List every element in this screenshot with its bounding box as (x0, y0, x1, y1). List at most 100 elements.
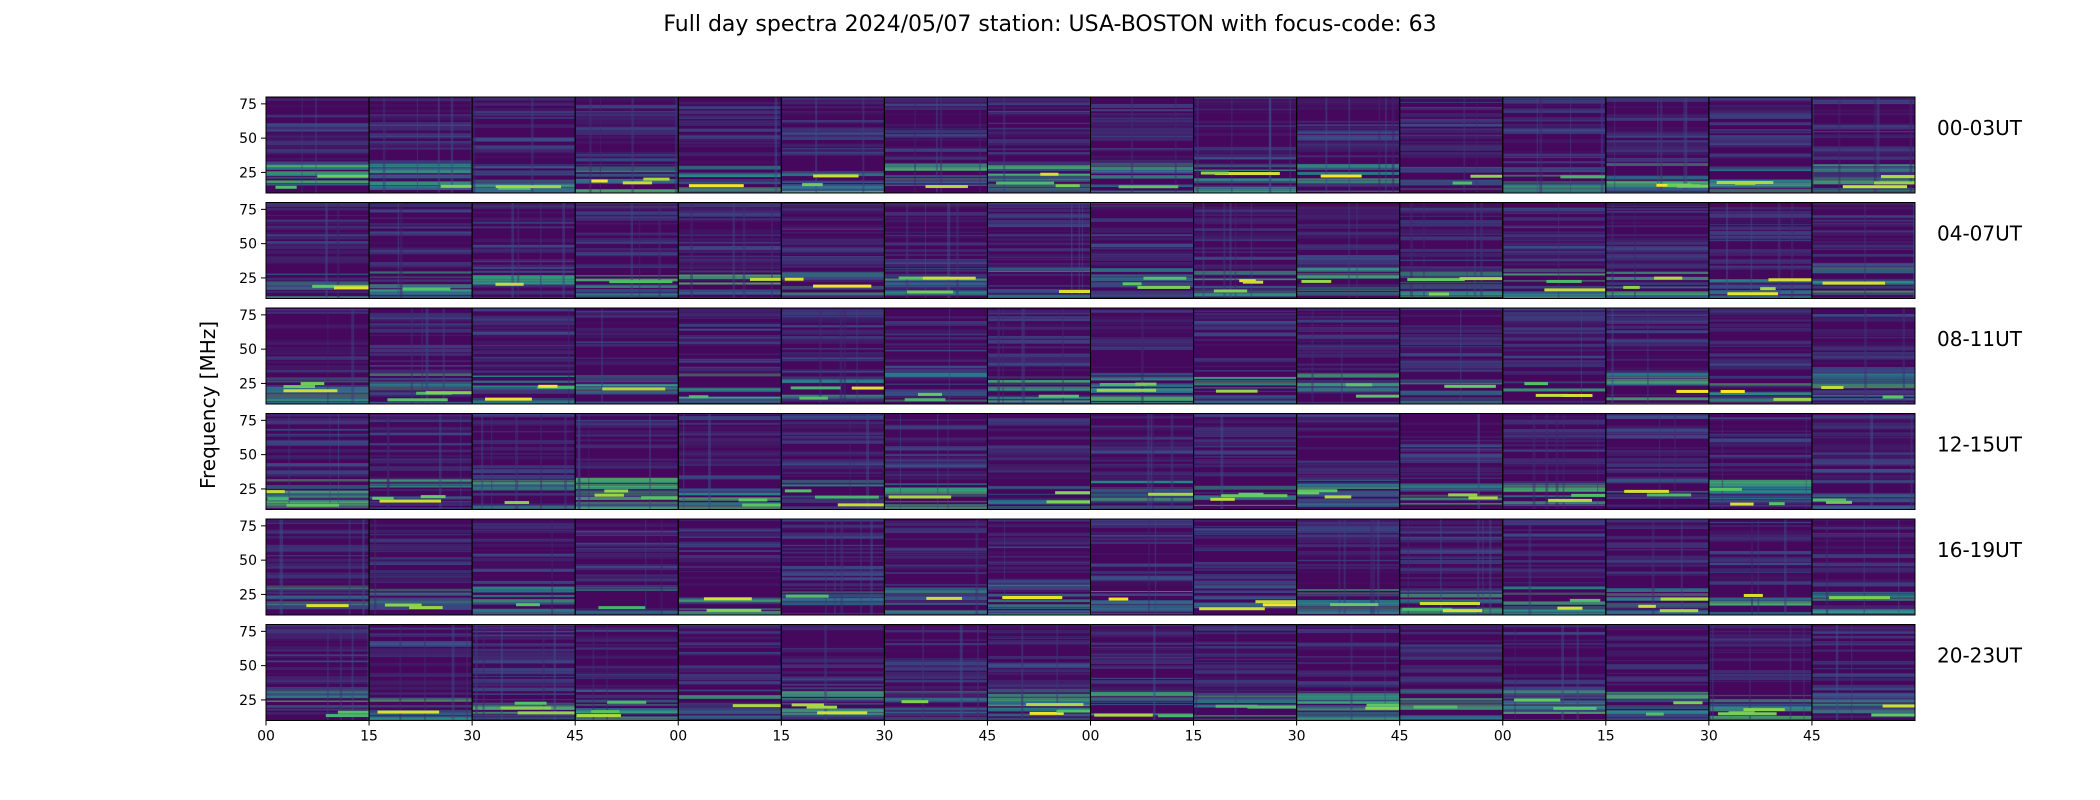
spectrum-panel (1605, 202, 1709, 299)
spectrum-panel (472, 413, 576, 510)
x-tick-label: 00 (257, 729, 275, 745)
spectrum-panel (781, 413, 885, 510)
spectrum-panel (266, 97, 370, 193)
spectrum-panel (1193, 308, 1297, 404)
spectrum-panel (1399, 202, 1503, 299)
x-tick-label: 45 (979, 729, 997, 745)
spectrum-panel (1090, 624, 1194, 721)
spectrum-panel (1296, 308, 1400, 404)
panel-frame (1811, 96, 1916, 194)
spectrum-panel (884, 519, 988, 615)
y-tick-label: 50 (239, 659, 257, 675)
x-tick-label: 30 (1700, 729, 1718, 745)
row-time-label: 08-11UT (1937, 327, 2023, 351)
spectrum-panel (1708, 624, 1812, 721)
spectrum-panel (1090, 519, 1194, 615)
row-time-label: 00-03UT (1937, 116, 2023, 140)
y-tick-label: 75 (239, 97, 257, 113)
spectrum-panel (266, 624, 370, 721)
x-tick-label: 15 (1185, 729, 1203, 745)
x-tick-label: 15 (1597, 729, 1615, 745)
spectrum-panel (1502, 308, 1606, 404)
y-tick-label: 75 (239, 413, 257, 429)
spectrum-panel (1296, 624, 1400, 721)
spectrum-panel (678, 202, 782, 299)
spectrum-panel (1811, 624, 1915, 721)
spectra-row: 25 50 75 16-19UT (239, 518, 2023, 616)
x-tick-label: 30 (463, 729, 481, 745)
spectrum-panel (987, 202, 1091, 299)
spectrum-panel (266, 308, 370, 404)
spectrum-panel (884, 413, 988, 510)
spectrum-panel (1296, 97, 1400, 193)
spectrum-panel (1399, 97, 1503, 193)
row-time-label: 16-19UT (1937, 538, 2023, 562)
y-tick-label: 25 (239, 165, 257, 181)
panel-frame (1811, 307, 1916, 405)
x-tick-label: 45 (1803, 729, 1821, 745)
y-tick-label: 50 (239, 553, 257, 569)
spectrum-panel (987, 413, 1091, 510)
spectrum-panel (575, 308, 679, 404)
spectrum-panel (987, 97, 1091, 193)
y-tick-label: 75 (239, 519, 257, 535)
spectra-row: 25 50 75 12-15UT (239, 413, 2023, 510)
spectra-row: 25 50 75 08-11UT (239, 307, 2023, 405)
spectrum-panel (575, 413, 679, 510)
spectrum-panel (1708, 202, 1812, 299)
y-tick-label: 50 (239, 131, 257, 147)
spectrum-panel (1811, 519, 1915, 615)
row-time-label: 12-15UT (1937, 433, 2023, 457)
spectrum-panel (678, 308, 782, 404)
spectrum-panel (1296, 519, 1400, 615)
spectrum-panel (1502, 519, 1606, 615)
spectrum-panel (1811, 97, 1915, 193)
spectrum-panel (1708, 519, 1812, 615)
x-tick-label: 30 (1288, 729, 1306, 745)
spectrum-panel (781, 519, 885, 615)
spectrum-panel (369, 308, 473, 404)
spectrum-panel (1811, 413, 1915, 510)
spectrum-panel (884, 202, 988, 299)
spectrum-panel (575, 519, 679, 615)
y-tick-label: 75 (239, 202, 257, 218)
spectra-row: 25 50 75 00-03UT (239, 96, 2023, 194)
x-tick-label: 00 (1494, 729, 1512, 745)
spectrum-panel (987, 624, 1091, 721)
spectrum-panel (1193, 519, 1297, 615)
y-tick-label: 75 (239, 624, 257, 640)
spectrum-panel (1708, 97, 1812, 193)
spectrum-panel (1090, 202, 1194, 299)
spectrum-panel (1296, 202, 1400, 299)
row-time-label: 04-07UT (1937, 222, 2023, 246)
y-tick-label: 50 (239, 342, 257, 358)
x-tick-label: 00 (1082, 729, 1100, 745)
chart-title: Full day spectra 2024/05/07 station: USA… (663, 12, 1437, 37)
y-tick-label: 50 (239, 237, 257, 253)
spectrum-panel (1399, 413, 1503, 510)
spectrum-panel (266, 413, 370, 510)
spectrum-panel (1399, 308, 1503, 404)
spectrum-panel (1605, 413, 1709, 510)
spectrum-panel (1399, 624, 1503, 721)
spectrum-panel (1193, 97, 1297, 193)
spectrum-panel (369, 624, 473, 721)
spectrum-panel (884, 97, 988, 193)
x-tick-label: 15 (772, 729, 790, 745)
y-tick-label: 25 (239, 587, 257, 603)
spectrum-panel (781, 97, 885, 193)
spectrum-panel (1193, 624, 1297, 721)
x-tick-label: 15 (360, 729, 378, 745)
spectrum-panel (369, 413, 473, 510)
spectrum-panel (1708, 308, 1812, 404)
spectrum-panel (884, 624, 988, 721)
spectrum-panel (472, 308, 576, 404)
x-tick-label: 30 (875, 729, 893, 745)
spectrum-panel (472, 97, 576, 193)
panel-frame (1811, 518, 1916, 616)
spectra-row: 25 50 75 20-23UT (239, 624, 2023, 721)
spectrum-panel (781, 624, 885, 721)
spectrum-panel (266, 519, 370, 615)
x-tick-label: 45 (566, 729, 584, 745)
spectrum-panel (1502, 97, 1606, 193)
